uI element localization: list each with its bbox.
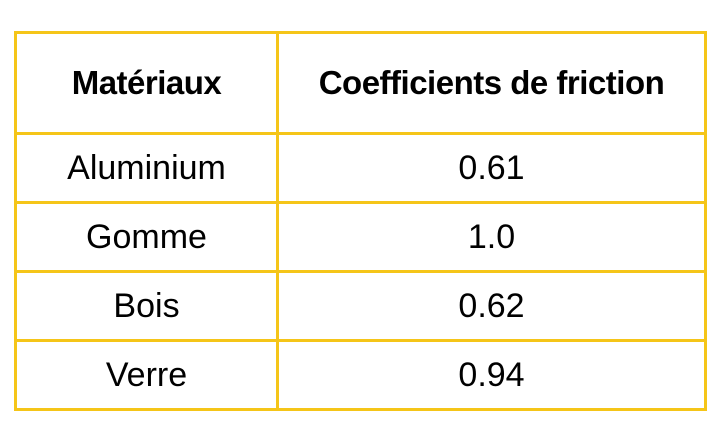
friction-table: Matériaux Coefficients de friction Alumi… <box>14 31 707 411</box>
coefficient-cell: 0.61 <box>276 132 707 204</box>
table-row: Gomme 1.0 <box>14 201 707 273</box>
coefficient-cell: 0.94 <box>276 339 707 411</box>
header-materials: Matériaux <box>14 31 279 135</box>
table-row: Bois 0.62 <box>14 270 707 342</box>
table-row: Verre 0.94 <box>14 339 707 411</box>
table-header-row: Matériaux Coefficients de friction <box>14 31 707 135</box>
material-cell: Verre <box>14 339 279 411</box>
coefficient-cell: 0.62 <box>276 270 707 342</box>
material-cell: Aluminium <box>14 132 279 204</box>
friction-table-container: Matériaux Coefficients de friction Alumi… <box>14 31 707 411</box>
material-cell: Gomme <box>14 201 279 273</box>
material-cell: Bois <box>14 270 279 342</box>
header-friction-coefficients: Coefficients de friction <box>276 31 707 135</box>
table-row: Aluminium 0.61 <box>14 132 707 204</box>
coefficient-cell: 1.0 <box>276 201 707 273</box>
